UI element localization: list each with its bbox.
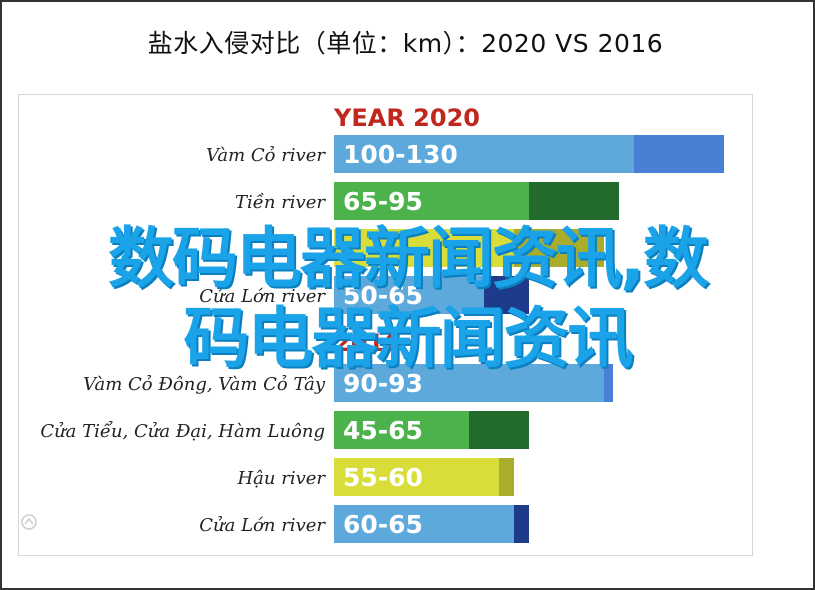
overlay-text-line-2: 码电器新闻资讯 [183, 300, 634, 377]
category-label: Tiền river [235, 192, 326, 213]
bar-value-label: 65-95 [343, 187, 423, 216]
group-heading-2: 2016 [334, 329, 401, 357]
chart-title: 盐水入侵对比（单位：km）：2020 VS 2016 [147, 29, 664, 58]
bar-value-label: 55-60 [343, 463, 423, 492]
bar-low-segment [334, 411, 469, 449]
category-label: Cửa Lớn river [199, 286, 326, 307]
overlay-text-line-1: 数码电器新闻资讯,数 [107, 220, 709, 297]
category-label: Hậu river [236, 468, 326, 489]
bar-low-segment [334, 276, 484, 314]
bar-low-segment [334, 229, 514, 267]
bar-value-label: 100-130 [343, 140, 458, 169]
bar-low-segment [334, 182, 529, 220]
category-label: Cửa Lớn river [199, 515, 326, 536]
bar-low-segment [334, 458, 499, 496]
bar-value-label: 45-65 [343, 416, 423, 445]
bar-value-label: 60-65 [343, 510, 423, 539]
category-label: Vàm Cỏ river [206, 145, 326, 166]
category-label: Cửa Tiểu, Cửa Đại, Hàm Luông [40, 420, 325, 442]
bar-low-segment [334, 505, 514, 543]
bar-value-label: 50-65 [343, 281, 423, 310]
watermark-icon [21, 514, 37, 530]
bar-low-segment [334, 135, 634, 173]
category-label: Vàm Cỏ Đông, Vàm Cỏ Tây [83, 374, 326, 395]
group-heading-1: YEAR 2020 [333, 104, 480, 132]
bar-low-segment [334, 364, 604, 402]
bar-value-label: 90-93 [343, 369, 423, 398]
